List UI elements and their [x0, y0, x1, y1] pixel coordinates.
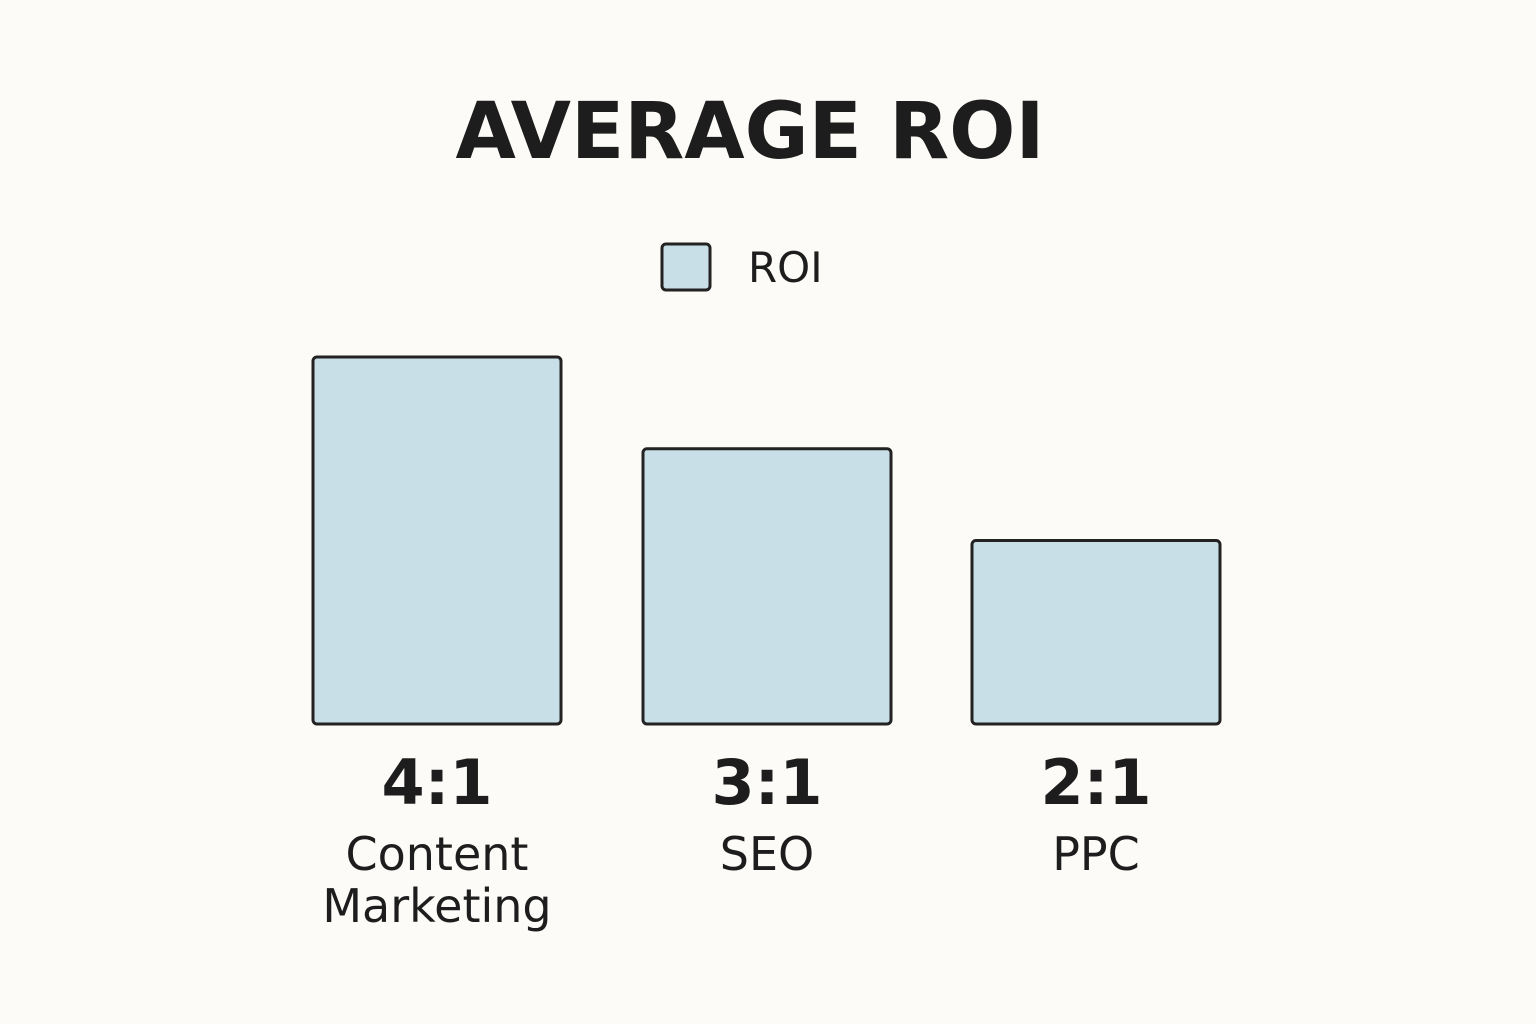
value-label: 3:1: [711, 746, 823, 819]
x-tick-label: Content Marketing: [322, 827, 552, 933]
bar: [641, 447, 893, 726]
value-label: 2:1: [1040, 746, 1152, 819]
bar: [970, 539, 1222, 726]
value-label: 4:1: [381, 746, 493, 819]
legend-swatch: [660, 242, 712, 292]
bar: [311, 355, 563, 726]
chart-title: AVERAGE ROI: [455, 87, 1045, 177]
x-tick-label: SEO: [719, 827, 815, 881]
x-tick-label: PPC: [1052, 827, 1140, 881]
legend-label: ROI: [748, 243, 823, 292]
